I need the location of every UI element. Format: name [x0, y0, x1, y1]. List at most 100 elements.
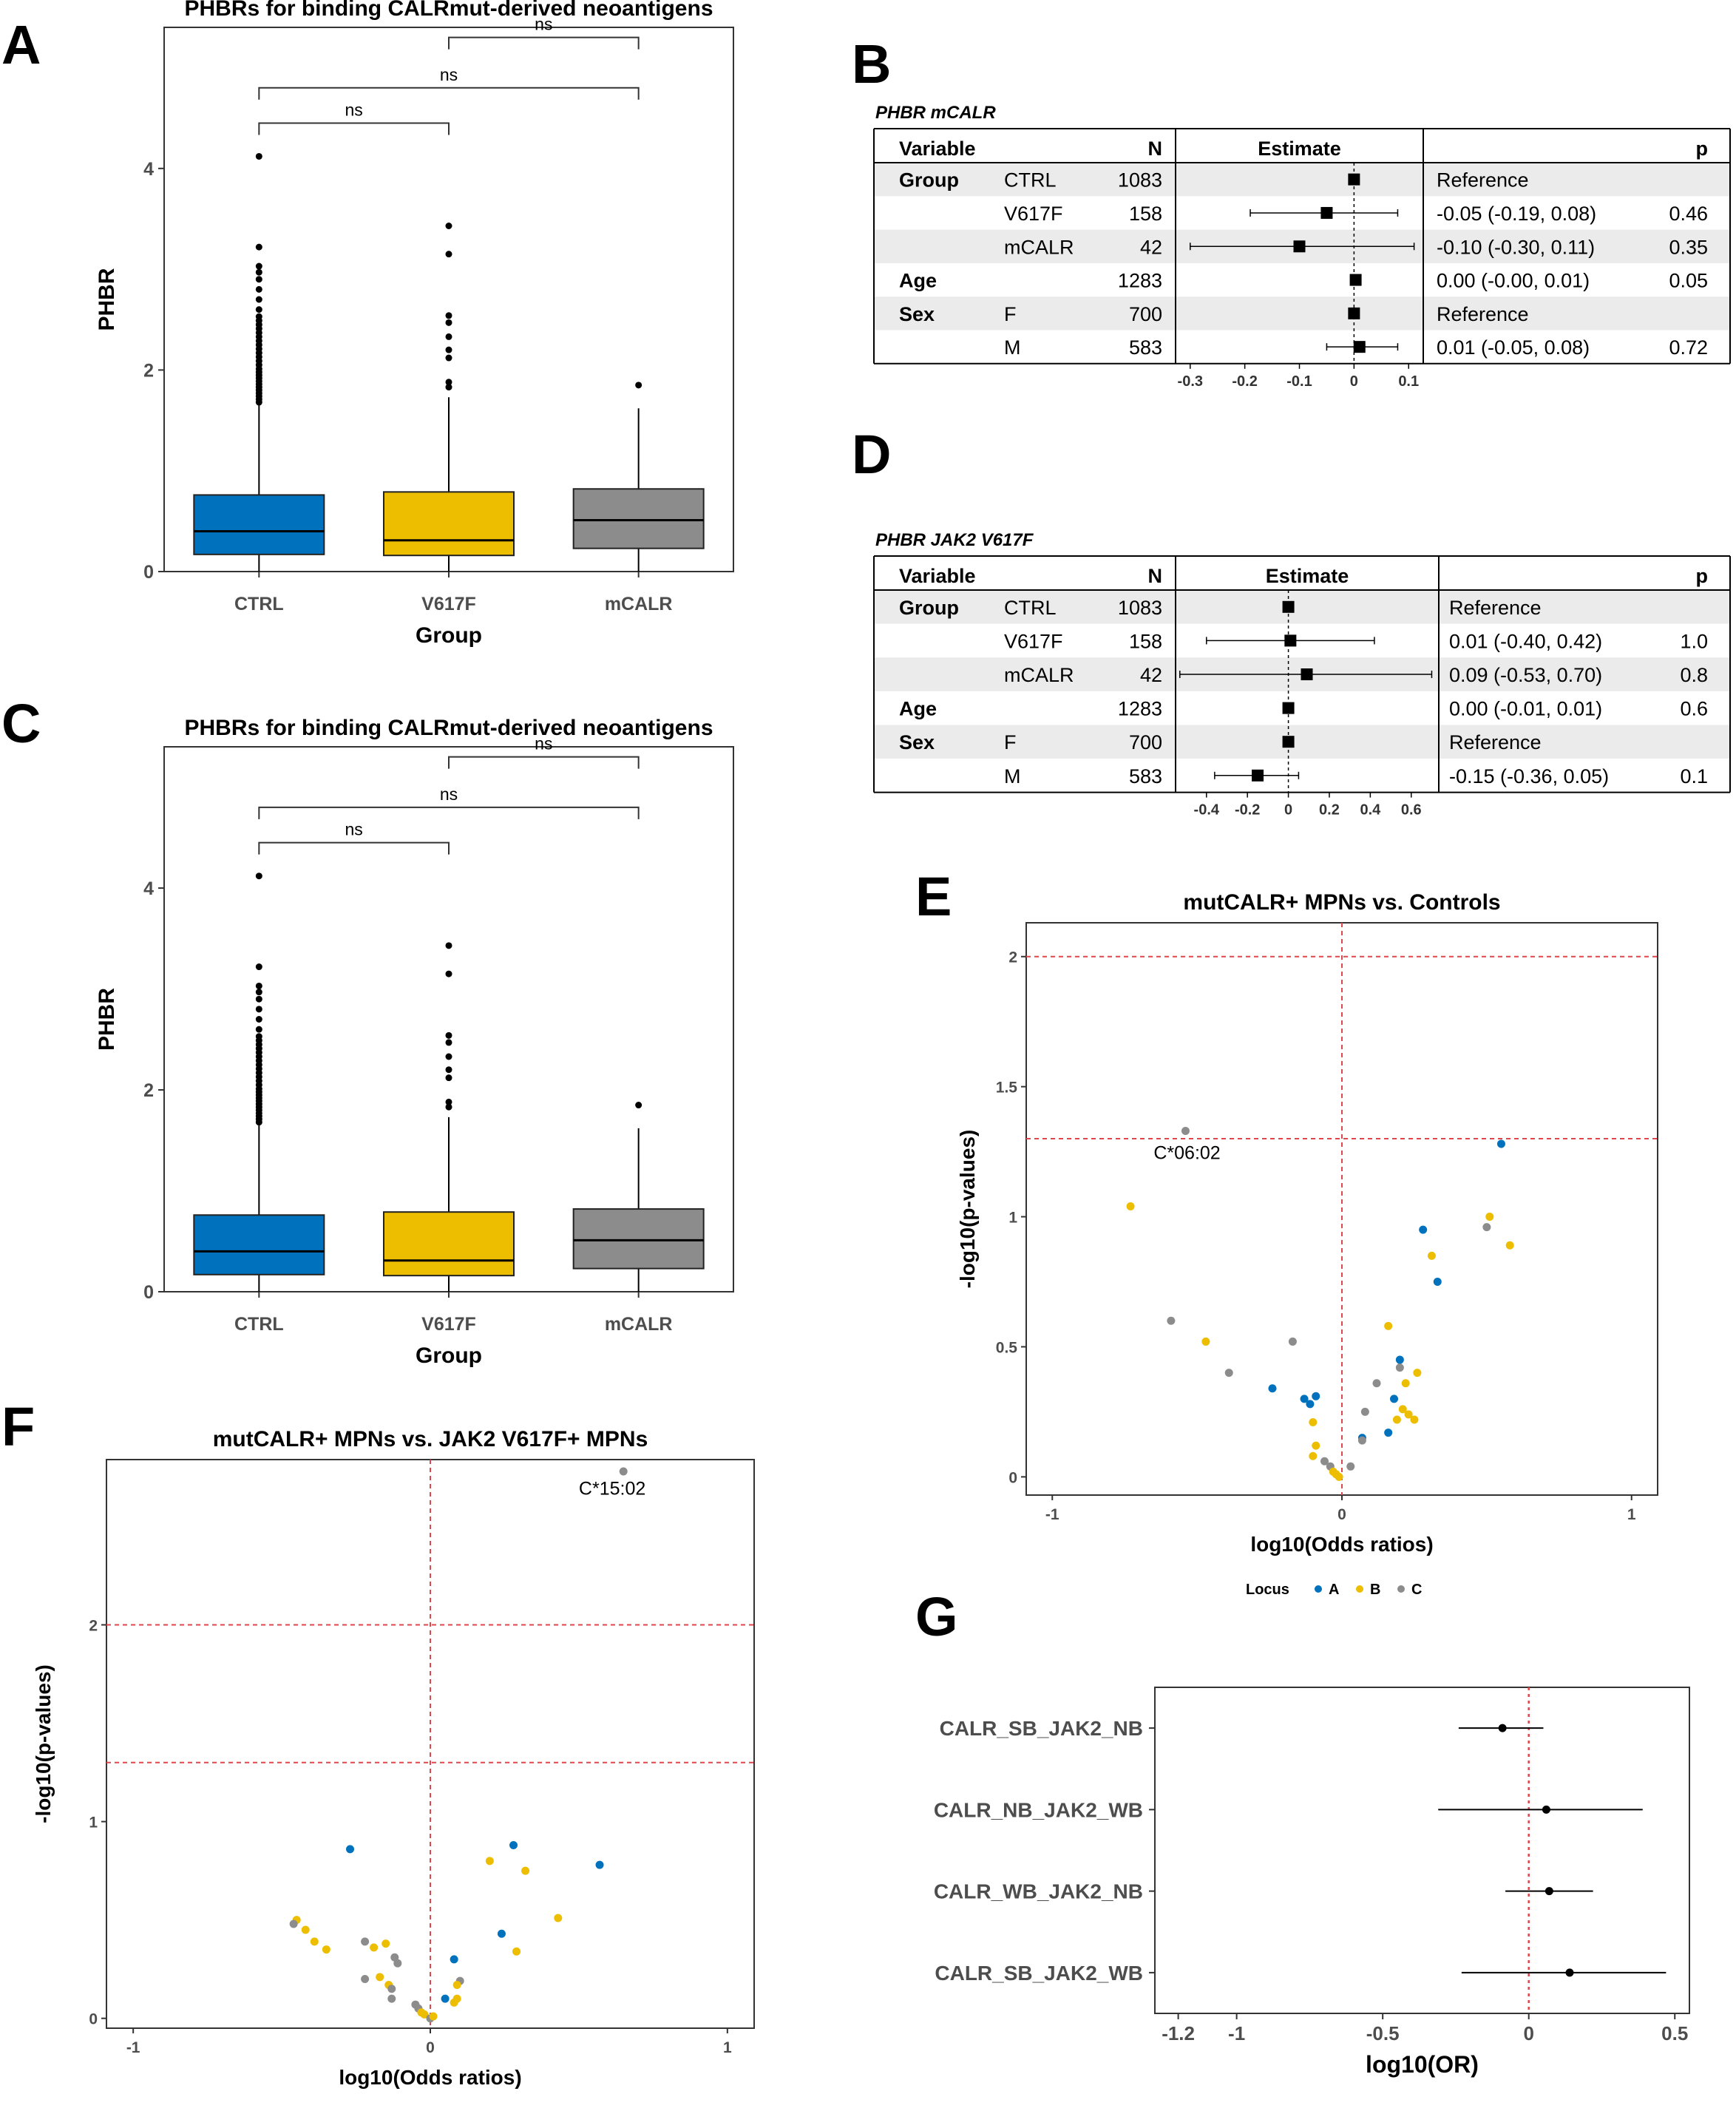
outlier-point [255, 152, 262, 160]
header-variable: Variable [899, 138, 976, 160]
x-tick-label: 0 [1350, 373, 1358, 390]
row-estimate-ci: 0.00 (-0.01, 0.01) [1449, 698, 1602, 720]
point-estimate [1348, 173, 1360, 186]
outlier-point [255, 306, 262, 314]
outlier-point [445, 346, 452, 353]
data-point-locus-c [289, 1919, 298, 1928]
x-tick-label: -0.2 [1235, 802, 1260, 819]
x-tick-label: V617F [421, 1314, 476, 1335]
box-v617f [383, 491, 515, 557]
x-tick-label: -0.4 [1194, 802, 1220, 819]
y-axis-label: PHBR [95, 988, 119, 1051]
data-point-locus-b [521, 1866, 530, 1875]
outlier-point [445, 1066, 452, 1074]
outlier-point [255, 995, 262, 1003]
row-p-value: 1.0 [1680, 630, 1708, 652]
significance-label: ns [345, 820, 363, 839]
significance-label: ns [345, 100, 363, 119]
data-point-locus-c [1346, 1462, 1355, 1471]
x-tick-label: V617F [421, 594, 476, 614]
row-estimate-ci: -0.05 (-0.19, 0.08) [1437, 203, 1596, 225]
data-point-locus-c [1181, 1126, 1190, 1135]
significance-bracket [258, 841, 450, 855]
data-point-locus-b [429, 2012, 438, 2021]
point-estimate [1565, 1968, 1574, 1977]
panel-labels: A B C D E F G [1, 14, 958, 1647]
outlier-point [445, 1039, 452, 1046]
header-n: N [1148, 138, 1163, 160]
data-point-locus-c [1167, 1316, 1176, 1325]
y-tick-label: 1 [89, 1814, 98, 1832]
data-point-locus-b [1335, 1472, 1343, 1481]
row-label: CALR_WB_JAK2_NB [934, 1880, 1143, 1903]
panel-d-forest-table: PHBR JAK2 V617F Variable N Estimate p Group CT… [873, 530, 1731, 819]
header-variable: Variable [899, 565, 976, 587]
box-mcalr [572, 488, 705, 549]
data-point-locus-b [310, 1937, 319, 1946]
significance-label: ns [535, 734, 552, 753]
x-tick-label: 0 [1523, 2022, 1533, 2044]
data-point-locus-a [1384, 1429, 1393, 1437]
data-point-locus-a [441, 1994, 450, 2003]
row-variable: Age [899, 698, 937, 720]
y-axis-label: PHBR [95, 268, 119, 331]
data-point-locus-a [1300, 1395, 1309, 1403]
box-ctrl [193, 494, 325, 555]
row-p-value: 0.72 [1669, 336, 1708, 359]
data-point-locus-b [376, 1973, 384, 1982]
data-point-locus-c [1360, 1407, 1369, 1416]
x-tick-label: CTRL [234, 1314, 284, 1335]
outlier-point [255, 313, 262, 320]
y-tick-label: 2 [143, 360, 154, 381]
panel-label-c: C [1, 693, 41, 754]
data-point-locus-c [1482, 1223, 1491, 1232]
point-estimate [1284, 634, 1297, 647]
row-level: F [1004, 303, 1017, 325]
y-tick-label: 4 [143, 159, 154, 180]
row-variable: Group [899, 169, 959, 192]
outlier-point [255, 1026, 262, 1033]
data-point-locus-c [361, 1974, 370, 1983]
data-point-locus-c [1372, 1379, 1381, 1388]
outlier-point [445, 970, 452, 977]
x-tick-label: 0.2 [1319, 802, 1340, 819]
outlier-point [255, 268, 262, 276]
row-estimate-ci: -0.10 (-0.30, 0.11) [1437, 236, 1595, 258]
row-level: M [1004, 336, 1021, 359]
table-title: PHBR JAK2 V617F [875, 530, 1034, 550]
outlier-point [445, 1053, 452, 1060]
legend-label: A [1329, 1582, 1339, 1598]
point-estimate [1282, 702, 1295, 714]
row-n: 1083 [1118, 597, 1162, 619]
data-point-locus-b [1410, 1415, 1419, 1424]
outlier-point [445, 384, 452, 391]
data-point-locus-b [1427, 1251, 1436, 1260]
row-level: mCALR [1004, 236, 1074, 258]
x-tick-label: -0.2 [1232, 373, 1257, 390]
panel-a-boxplot: PHBRs for binding CALRmut-derived neoant… [95, 0, 734, 648]
data-point-locus-a [1496, 1139, 1505, 1148]
row-level: mCALR [1004, 664, 1074, 686]
panel-e-volcano: mutCALR+ MPNs vs. Controls 0 0.5 1 1.5 2 -1 0 1 -… [956, 890, 1658, 1598]
row-p-value: 0.46 [1669, 203, 1708, 225]
header-p: p [1696, 138, 1709, 160]
outlier-point [445, 1098, 452, 1105]
panel-label-e: E [915, 866, 952, 927]
row-estimate-ci: 0.01 (-0.40, 0.42) [1449, 630, 1602, 652]
x-tick-label: mCALR [605, 1314, 673, 1335]
box-v617f [383, 1211, 515, 1277]
point-estimate [1542, 1805, 1550, 1814]
row-p-value: 0.05 [1669, 270, 1708, 292]
row-p-value: 0.35 [1669, 236, 1708, 258]
outlier-point [255, 1016, 262, 1023]
row-variable: Group [899, 597, 959, 619]
y-axis-label: -log10(p-values) [956, 1130, 979, 1289]
x-tick-label: -1 [126, 2039, 140, 2056]
row-variable: Sex [899, 303, 935, 325]
significance-bracket [258, 87, 640, 100]
outlier-point [635, 382, 642, 389]
x-tick-label: CTRL [234, 594, 284, 614]
chart-title: PHBRs for binding CALRmut-derived neoant… [184, 0, 713, 21]
x-tick-label: -1.2 [1162, 2022, 1195, 2044]
